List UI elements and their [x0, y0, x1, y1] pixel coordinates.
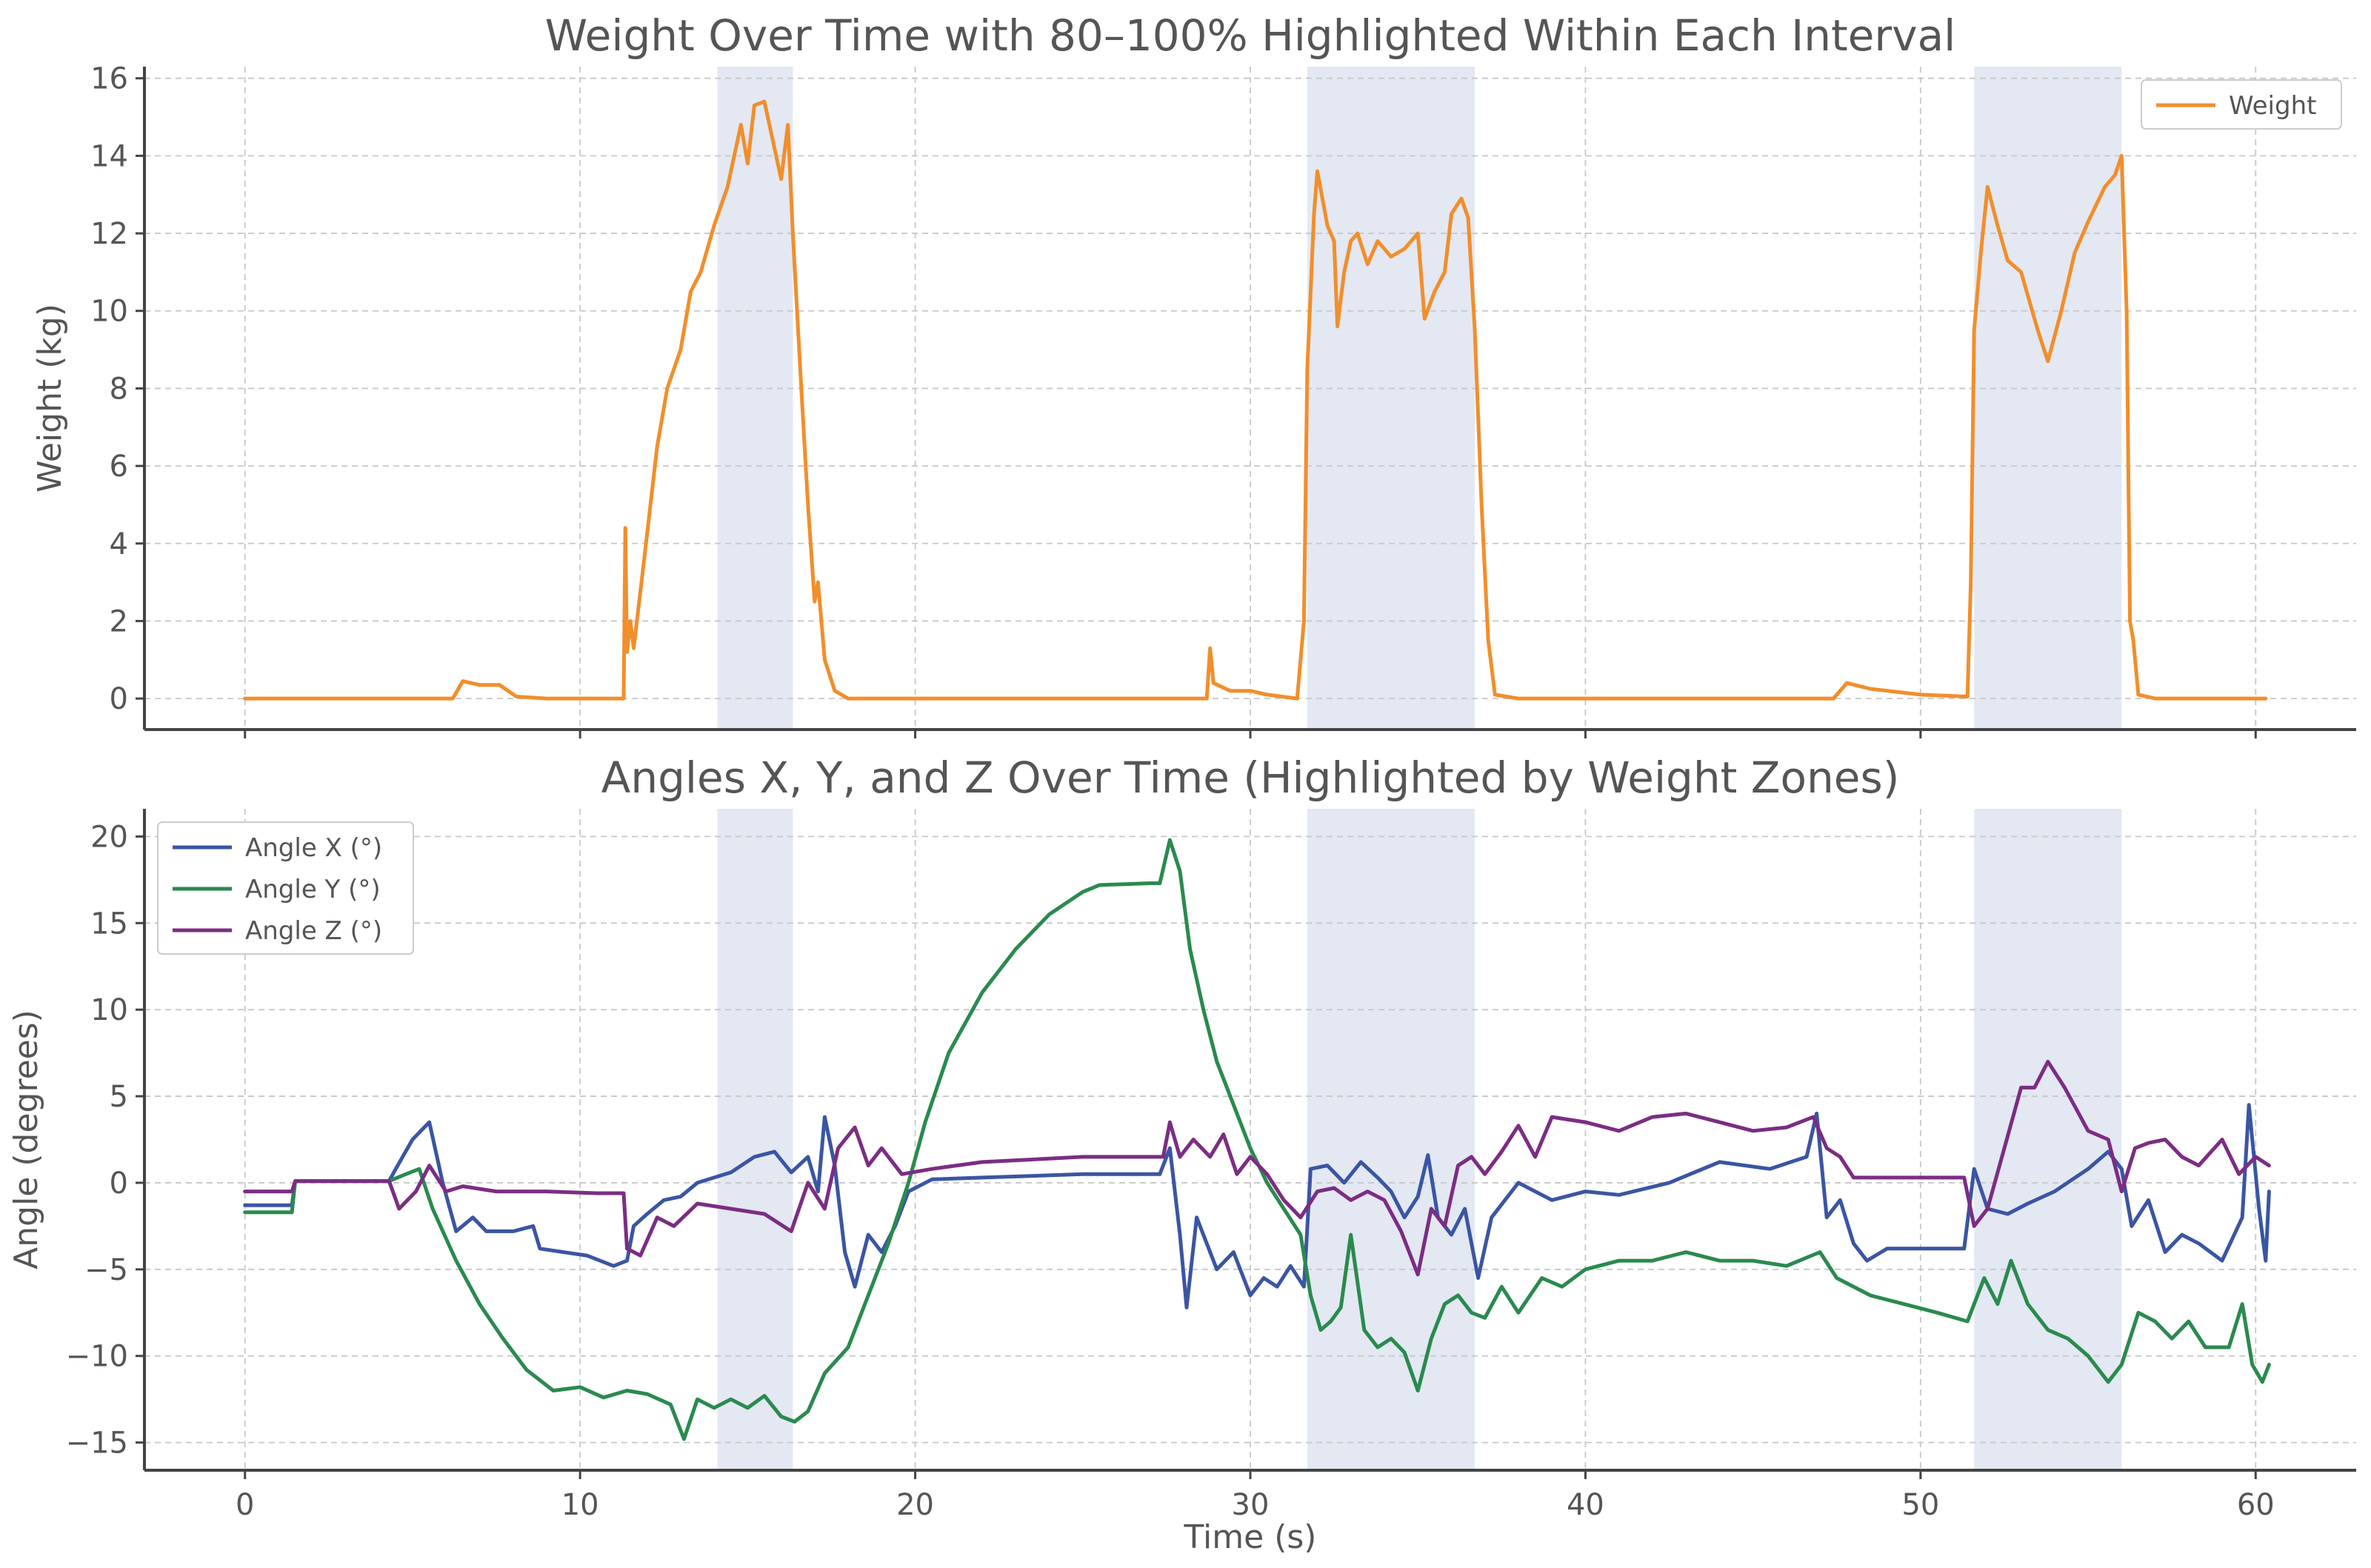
- legend-label-weight: Weight: [2229, 91, 2316, 121]
- angles-ytick-label: 5: [110, 1080, 128, 1114]
- angles-ticks: −15 −10 −5 0 5 10 15 20 0 10 20 30 40 50 60: [66, 820, 2275, 1522]
- weight-ytick-label: 10: [90, 295, 128, 329]
- weight-ytick-label: 6: [110, 450, 128, 484]
- legend-label-angle-y: Angle Y (°): [245, 875, 381, 904]
- angles-ytick-label: 20: [90, 820, 128, 854]
- weight-legend: Weight: [2141, 79, 2342, 130]
- weight-ytick-label: 0: [110, 682, 128, 716]
- weight-ytick-label: 8: [110, 372, 128, 406]
- series-line-angle-z: [243, 1059, 2271, 1277]
- angles-highlight-span-2: [1307, 809, 1475, 1470]
- weight-y-axis-label: Weight (kg): [31, 304, 69, 493]
- angles-highlight-span-3: [1974, 809, 2122, 1470]
- angles-chart-title: Angles X, Y, and Z Over Time (Highlighte…: [601, 753, 1900, 803]
- angles-legend-box: [157, 821, 414, 955]
- weight-panel: 0 2 4 6 8 10 12 14 16 Weight Over Time with 80–1…: [31, 10, 2356, 738]
- angles-ytick-label: 0: [110, 1167, 128, 1201]
- angles-xtick-label: 30: [1232, 1488, 1270, 1522]
- angles-ytick-label: −15: [66, 1427, 128, 1461]
- weight-ytick-label: 16: [90, 62, 128, 96]
- angles-xtick-label: 20: [896, 1488, 934, 1522]
- angles-series: [243, 838, 2271, 1441]
- weight-chart-title: Weight Over Time with 80–100% Highlighte…: [545, 10, 1956, 61]
- series-line-weight: [243, 99, 2268, 701]
- series-line-angle-y: [243, 838, 2271, 1441]
- weight-highlight-span-3: [1974, 67, 2122, 730]
- angles-gridlines: [144, 809, 2356, 1470]
- weight-ytick-label: 14: [90, 139, 128, 173]
- angles-xtick-label: 60: [2237, 1488, 2275, 1522]
- weight-ytick-label: 12: [90, 217, 128, 251]
- weight-ytick-label: 2: [110, 604, 128, 638]
- angles-xtick-label: 50: [1901, 1488, 1939, 1522]
- weight-ticks: 0 2 4 6 8 10 12 14 16: [90, 62, 2257, 738]
- weight-gridlines: [144, 67, 2356, 730]
- angles-legend: Angle X (°) Angle Y (°) Angle Z (°): [157, 821, 414, 955]
- angles-xtick-label: 0: [236, 1488, 254, 1522]
- angles-ytick-label: 15: [90, 907, 128, 941]
- angles-xtick-label: 40: [1567, 1488, 1604, 1522]
- angles-xtick-label: 10: [561, 1488, 599, 1522]
- angles-y-axis-label: Angle (degrees): [7, 1010, 45, 1270]
- legend-label-angle-z: Angle Z (°): [245, 916, 382, 946]
- angles-ytick-label: −5: [84, 1253, 128, 1287]
- weight-series: [243, 99, 2268, 701]
- weight-ytick-label: 4: [110, 527, 128, 561]
- angles-highlight-span-1: [717, 809, 793, 1470]
- legend-label-angle-x: Angle X (°): [245, 833, 382, 863]
- weight-highlight-span-2: [1307, 67, 1475, 730]
- angles-highlight-spans: [717, 809, 2122, 1470]
- angles-x-axis-label: Time (s): [1184, 1518, 1317, 1556]
- angles-panel: −15 −10 −5 0 5 10 15 20 0 10 20 30 40 50 60 Angles X, …: [7, 753, 2356, 1556]
- weight-legend-box: [2141, 79, 2342, 130]
- angles-ytick-label: −10: [66, 1340, 128, 1374]
- angles-ytick-label: 10: [90, 993, 128, 1027]
